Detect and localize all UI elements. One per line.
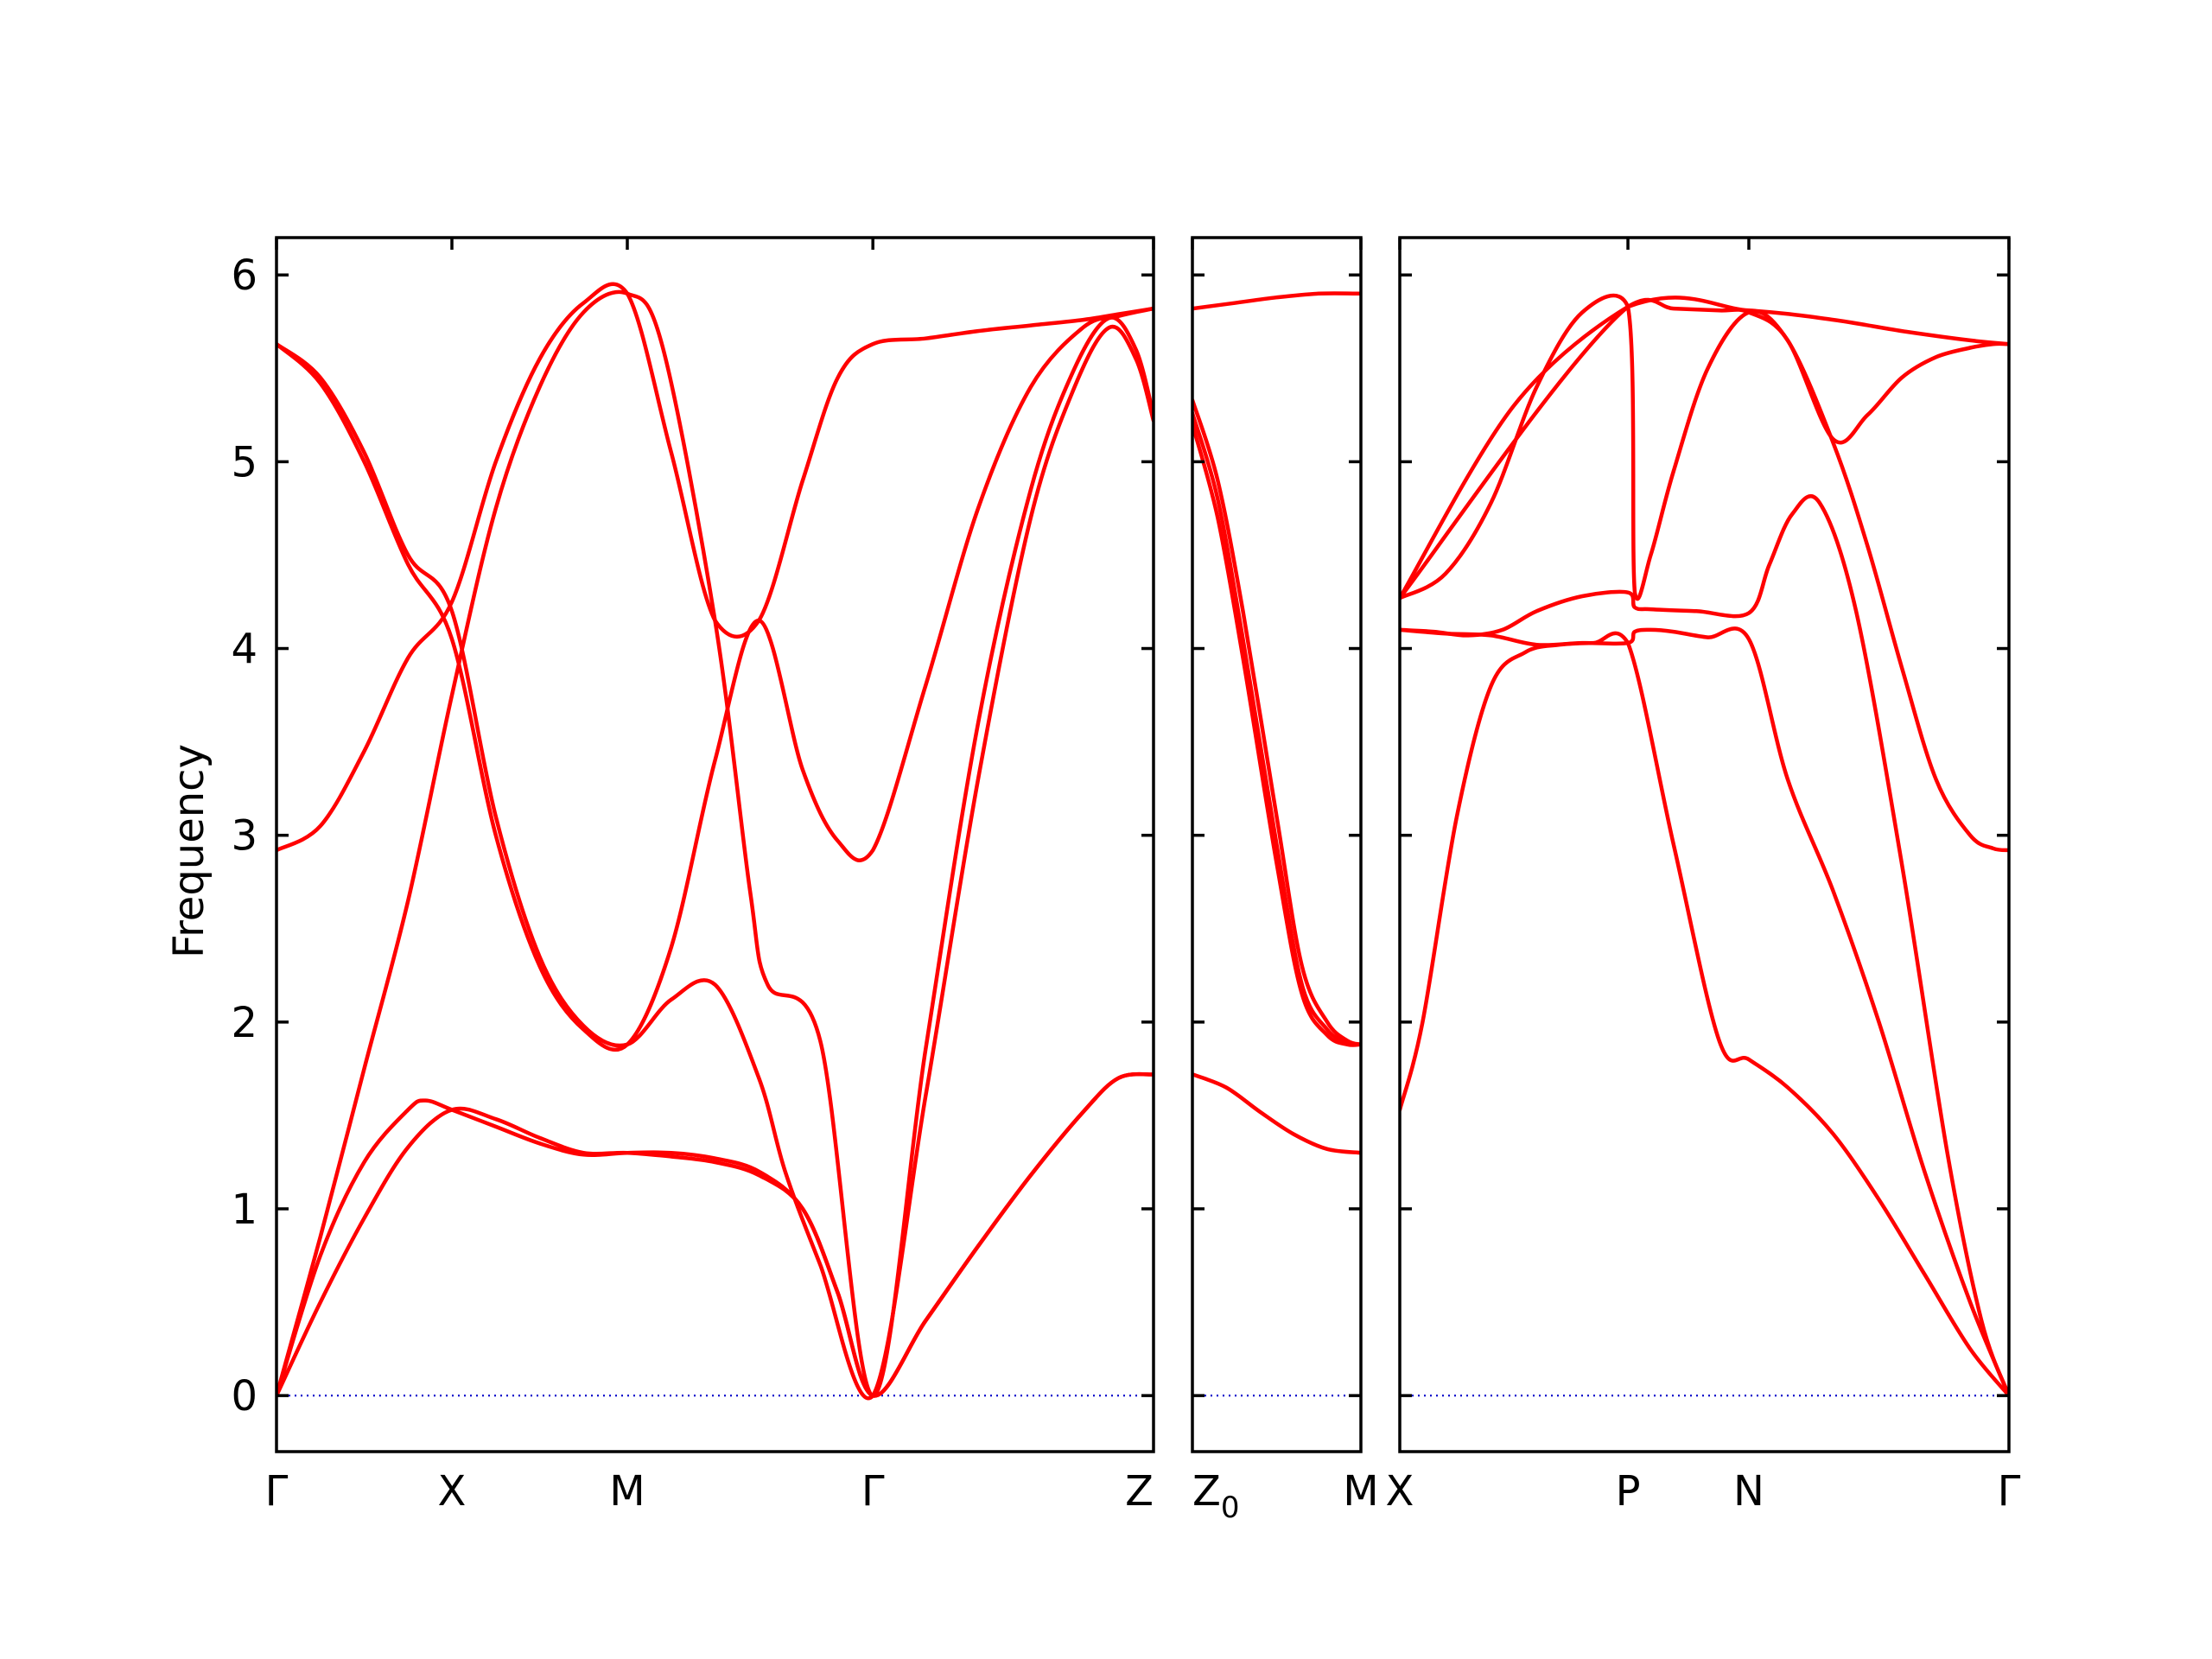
panel-1: Γ X M Γ Z 0 1 2 3 4 5 6 <box>231 236 1155 1516</box>
x-tick-label: M <box>1343 1467 1378 1516</box>
y-tick-label: 3 <box>231 812 257 861</box>
x-tick-label: P <box>1616 1467 1641 1516</box>
band-line-6 <box>276 282 1154 853</box>
band-line-5 <box>1400 297 2009 853</box>
band-line-1 <box>1192 1072 1361 1155</box>
y-tick-label: 5 <box>231 438 257 486</box>
band-line-2 <box>1400 626 2009 1398</box>
panel-3-frame <box>1398 236 2011 1453</box>
band-line-4 <box>1400 293 2009 601</box>
x-tick-label: Z <box>1125 1467 1154 1516</box>
x-tick-label: Z0 <box>1192 1467 1240 1525</box>
x-tick-label-subscript: 0 <box>1221 1491 1240 1525</box>
y-tick-label: 2 <box>231 999 257 1047</box>
x-tick-label: Γ <box>1998 1467 2021 1516</box>
band-line-6 <box>1400 296 2009 601</box>
panel-2-frame <box>1191 236 1363 1453</box>
x-tick-label: X <box>438 1467 467 1516</box>
y-axis-label: Frequency <box>165 744 213 958</box>
x-tick-label: X <box>1386 1467 1414 1516</box>
panel-2-bands <box>1192 291 1361 1155</box>
x-tick-label: N <box>1733 1467 1764 1516</box>
band-line-3 <box>1192 410 1361 1047</box>
panel-3-bands <box>1400 293 2009 1398</box>
band-line-4 <box>1192 422 1361 1047</box>
band-line-3 <box>276 289 1154 1398</box>
panel-1-frame <box>275 236 1155 1453</box>
band-line-2 <box>1192 397 1361 1047</box>
x-tick-label-main: Z <box>1192 1467 1221 1516</box>
y-tick-label: 0 <box>231 1372 257 1421</box>
band-line-3 <box>1400 494 2009 1398</box>
y-tick-label: 1 <box>231 1185 257 1234</box>
x-tick-label: Γ <box>265 1467 289 1516</box>
band-line-5 <box>1192 291 1361 311</box>
band-line-5 <box>276 306 1154 1052</box>
x-tick-label: M <box>609 1467 645 1516</box>
panel-2: Z0 M <box>1191 236 1379 1525</box>
x-tick-label: Γ <box>861 1467 885 1516</box>
y-tick-label: 6 <box>231 251 257 300</box>
y-tick-label: 4 <box>231 626 257 674</box>
panel-1-bands <box>276 282 1154 1401</box>
band-line-1 <box>1400 631 2009 1398</box>
band-line-2 <box>276 1071 1154 1398</box>
